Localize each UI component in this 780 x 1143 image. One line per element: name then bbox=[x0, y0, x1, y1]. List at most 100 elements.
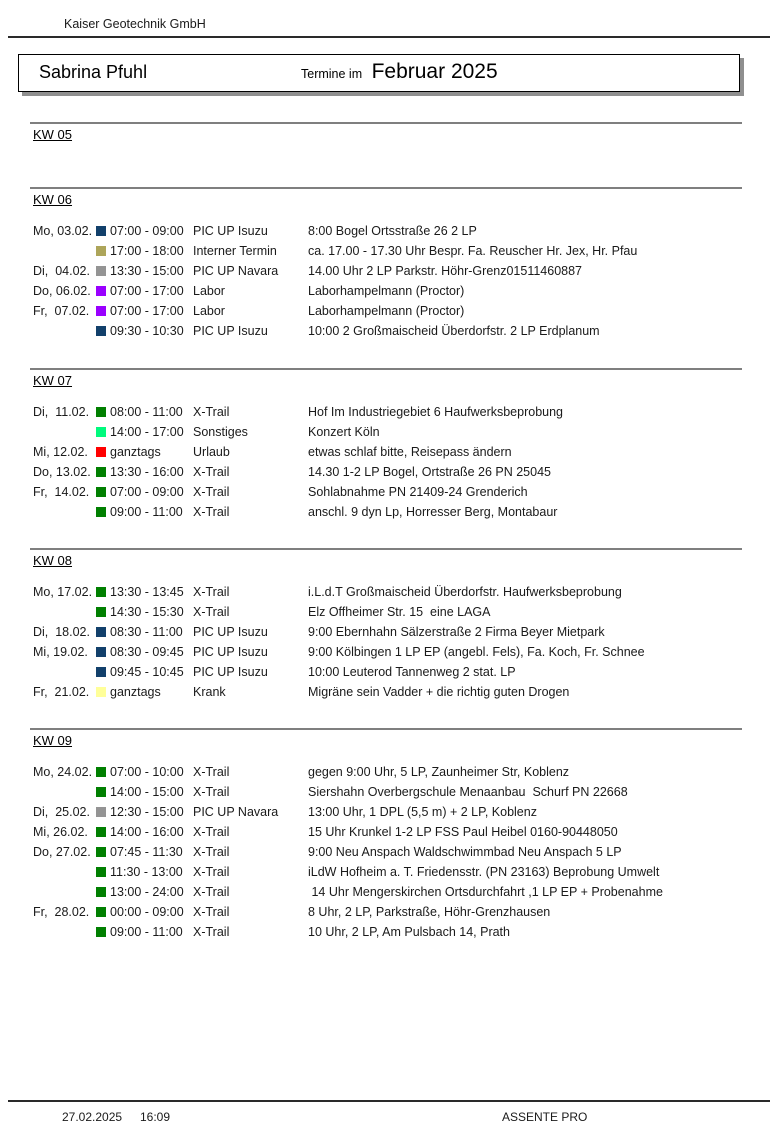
category-color-swatch bbox=[96, 787, 106, 797]
appointment-row: Fr, 21.02. ganztags Krank Migräne sein V… bbox=[30, 682, 742, 702]
appointment-row: 14:00 - 15:00 X-Trail Siershahn Overberg… bbox=[30, 782, 742, 802]
appointment-category: PIC UP Isuzu bbox=[193, 224, 268, 238]
appointment-description: 10 Uhr, 2 LP, Am Pulsbach 14, Prath bbox=[308, 925, 510, 939]
appointment-row: Di, 18.02. 08:30 - 11:00 PIC UP Isuzu 9:… bbox=[30, 622, 742, 642]
appointment-category: X-Trail bbox=[193, 865, 230, 879]
appointment-time: 12:30 - 15:00 bbox=[110, 805, 184, 819]
appointment-category: PIC UP Isuzu bbox=[193, 324, 268, 338]
appointment-date: Fr, 14.02. bbox=[33, 485, 90, 499]
appointment-category: Krank bbox=[193, 685, 226, 699]
appointment-row: Di, 25.02. 12:30 - 15:00 PIC UP Navara 1… bbox=[30, 802, 742, 822]
appointment-description: Migräne sein Vadder + die richtig guten … bbox=[308, 685, 570, 699]
appointment-description: anschl. 9 dyn Lp, Horresser Berg, Montab… bbox=[308, 505, 558, 519]
week-label: KW 07 bbox=[33, 373, 73, 388]
appointment-category: Urlaub bbox=[193, 445, 230, 459]
category-color-swatch bbox=[96, 847, 106, 857]
category-color-swatch bbox=[96, 447, 106, 457]
appointment-time: 11:30 - 13:00 bbox=[110, 865, 183, 879]
week-section: KW 05 bbox=[30, 122, 742, 156]
category-color-swatch bbox=[96, 407, 106, 417]
appointment-date: Di, 11.02. bbox=[33, 405, 90, 419]
week-rows: Di, 11.02. 08:00 - 11:00 X-Trail Hof Im … bbox=[30, 402, 742, 522]
appointment-row: 09:45 - 10:45 PIC UP Isuzu 10:00 Leutero… bbox=[30, 662, 742, 682]
appointment-description: Konzert Köln bbox=[308, 425, 380, 439]
appointment-description: Hof Im Industriegebiet 6 Haufwerksbeprob… bbox=[308, 405, 564, 419]
appointment-category: Labor bbox=[193, 284, 225, 298]
report-title-prefix: Termine im bbox=[301, 67, 363, 81]
appointment-category: PIC UP Isuzu bbox=[193, 625, 268, 639]
appointment-time: 13:30 - 16:00 bbox=[110, 465, 184, 479]
category-color-swatch bbox=[96, 607, 106, 617]
category-color-swatch bbox=[96, 887, 106, 897]
appointment-time: 07:00 - 17:00 bbox=[110, 304, 184, 318]
appointment-description: 15 Uhr Krunkel 1-2 LP FSS Paul Heibel 01… bbox=[308, 825, 618, 839]
week-label: KW 09 bbox=[33, 733, 73, 748]
appointment-time: 09:00 - 11:00 bbox=[110, 505, 183, 519]
appointment-description: 8 Uhr, 2 LP, Parkstraße, Höhr-Grenzhause… bbox=[308, 905, 551, 919]
footer-divider bbox=[8, 1100, 770, 1102]
appointment-time: 09:00 - 11:00 bbox=[110, 925, 183, 939]
appointment-date: Mi, 26.02. bbox=[33, 825, 88, 839]
appointment-description: 9:00 Kölbingen 1 LP EP (angebl. Fels), F… bbox=[308, 645, 645, 659]
appointment-description: Elz Offheimer Str. 15 eine LAGA bbox=[308, 605, 491, 619]
appointment-time: 08:30 - 09:45 bbox=[110, 645, 184, 659]
appointment-time: 13:30 - 15:00 bbox=[110, 264, 184, 278]
category-color-swatch bbox=[96, 907, 106, 917]
appointment-row: 09:00 - 11:00 X-Trail anschl. 9 dyn Lp, … bbox=[30, 502, 742, 522]
appointment-time: 07:00 - 09:00 bbox=[110, 224, 184, 238]
appointment-date: Mi, 19.02. bbox=[33, 645, 88, 659]
category-color-swatch bbox=[96, 867, 106, 877]
appointment-time: 08:00 - 11:00 bbox=[110, 405, 183, 419]
category-color-swatch bbox=[96, 667, 106, 677]
category-color-swatch bbox=[96, 807, 106, 817]
appointment-description: etwas schlaf bitte, Reisepass ändern bbox=[308, 445, 512, 459]
appointment-description: Sohlabnahme PN 21409-24 Grenderich bbox=[308, 485, 528, 499]
category-color-swatch bbox=[96, 467, 106, 477]
appointment-row: 17:00 - 18:00 Interner Termin ca. 17.00 … bbox=[30, 241, 742, 261]
appointment-category: X-Trail bbox=[193, 825, 230, 839]
appointment-description: 9:00 Neu Anspach Waldschwimmbad Neu Ansp… bbox=[308, 845, 622, 859]
appointment-date: Fr, 28.02. bbox=[33, 905, 90, 919]
appointment-category: X-Trail bbox=[193, 465, 230, 479]
appointment-category: X-Trail bbox=[193, 845, 230, 859]
appointment-row: Mi, 19.02. 08:30 - 09:45 PIC UP Isuzu 9:… bbox=[30, 642, 742, 662]
report-title-box: Sabrina Pfuhl Termine im Februar 2025 bbox=[18, 54, 740, 92]
appointment-description: 13:00 Uhr, 1 DPL (5,5 m) + 2 LP, Koblenz bbox=[308, 805, 537, 819]
appointment-time: ganztags bbox=[110, 445, 161, 459]
category-color-swatch bbox=[96, 226, 106, 236]
appointment-time: 14:00 - 15:00 bbox=[110, 785, 184, 799]
appointment-category: X-Trail bbox=[193, 405, 230, 419]
appointment-category: Sonstiges bbox=[193, 425, 248, 439]
appointment-row: 13:00 - 24:00 X-Trail 14 Uhr Mengerskirc… bbox=[30, 882, 742, 902]
appointment-time: 07:00 - 09:00 bbox=[110, 485, 184, 499]
appointment-date: Mo, 17.02. bbox=[33, 585, 93, 599]
appointment-category: X-Trail bbox=[193, 605, 230, 619]
appointment-category: X-Trail bbox=[193, 765, 230, 779]
appointment-description: 10:00 2 Großmaischeid Überdorfstr. 2 LP … bbox=[308, 324, 600, 338]
appointment-time: 13:30 - 13:45 bbox=[110, 585, 184, 599]
appointment-time: 08:30 - 11:00 bbox=[110, 625, 183, 639]
appointment-row: 09:30 - 10:30 PIC UP Isuzu 10:00 2 Großm… bbox=[30, 321, 742, 341]
appointment-time: 07:00 - 17:00 bbox=[110, 284, 184, 298]
appointment-category: PIC UP Isuzu bbox=[193, 645, 268, 659]
appointment-description: 10:00 Leuterod Tannenweg 2 stat. LP bbox=[308, 665, 516, 679]
appointment-row: Mo, 24.02. 07:00 - 10:00 X-Trail gegen 9… bbox=[30, 762, 742, 782]
appointment-category: PIC UP Navara bbox=[193, 805, 279, 819]
appointment-date: Di, 25.02. bbox=[33, 805, 90, 819]
appointment-date: Do, 27.02. bbox=[33, 845, 91, 859]
appointment-description: Siershahn Overbergschule Menaanbau Schur… bbox=[308, 785, 628, 799]
appointment-category: X-Trail bbox=[193, 905, 230, 919]
appointment-row: Mo, 17.02. 13:30 - 13:45 X-Trail i.L.d.T… bbox=[30, 582, 742, 602]
header-divider bbox=[8, 36, 770, 38]
category-color-swatch bbox=[96, 427, 106, 437]
appointment-description: Laborhampelmann (Proctor) bbox=[308, 304, 465, 318]
appointment-description: gegen 9:00 Uhr, 5 LP, Zaunheimer Str, Ko… bbox=[308, 765, 570, 779]
appointment-date: Mo, 24.02. bbox=[33, 765, 93, 779]
week-label: KW 08 bbox=[33, 553, 73, 568]
appointment-row: Di, 04.02. 13:30 - 15:00 PIC UP Navara 1… bbox=[30, 261, 742, 281]
footer-print-date: 27.02.2025 bbox=[62, 1110, 123, 1124]
appointment-row: Fr, 07.02. 07:00 - 17:00 Labor Laborhamp… bbox=[30, 301, 742, 321]
appointment-time: 09:45 - 10:45 bbox=[110, 665, 184, 679]
footer-app-name: ASSENTE PRO bbox=[502, 1110, 588, 1124]
